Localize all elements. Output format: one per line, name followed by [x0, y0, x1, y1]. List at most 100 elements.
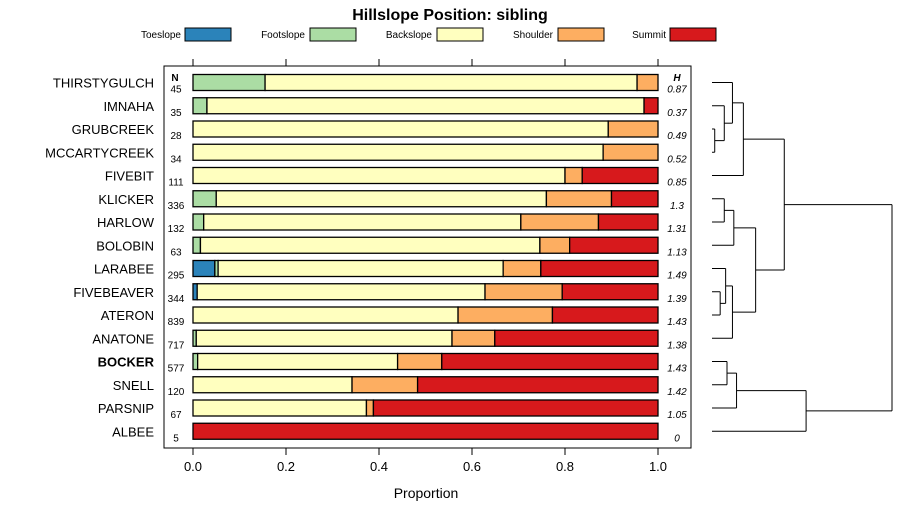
row-h-value: 1.43	[667, 317, 687, 328]
row-label: MCCARTYCREEK	[45, 145, 154, 160]
bar-segment-shoulder	[451, 329, 496, 347]
bar-segment-shoulder	[484, 283, 563, 301]
chart-title: Hillslope Position: sibling	[352, 7, 548, 24]
bar-segment-shoulder	[636, 73, 659, 92]
x-tick-label: 0.2	[277, 459, 295, 474]
row-h-value: 1.42	[667, 387, 687, 398]
bar-segment-shoulder	[502, 259, 542, 278]
row-label: FIVEBIT	[105, 169, 154, 184]
row-h-value: 0.37	[667, 108, 687, 119]
bar-segment-footslope	[192, 190, 217, 208]
row-h-value: 1.43	[667, 364, 687, 375]
row-label: BOCKER	[98, 355, 155, 370]
legend-label-summit: Summit	[632, 30, 666, 41]
legend-label-footslope: Footslope	[261, 30, 305, 41]
bar-segment-backslope	[199, 236, 541, 254]
row-label: IMNAHA	[103, 99, 154, 114]
h-column-header: H	[673, 73, 681, 84]
row-n-value: 35	[170, 108, 182, 119]
bar-segment-backslope	[196, 352, 399, 371]
row-h-value: 1.3	[670, 201, 684, 212]
bar-segment-footslope	[192, 97, 208, 115]
bar-segment-backslope	[195, 329, 453, 347]
bar-segment-shoulder	[457, 306, 554, 324]
row-label: THIRSTYGULCH	[53, 76, 154, 91]
bar-segment-backslope	[192, 399, 368, 417]
bar-segment-summit	[610, 190, 659, 208]
row-label: LARABEE	[94, 262, 154, 277]
bar-segment-backslope	[192, 166, 566, 185]
bar-segment-summit	[192, 422, 659, 440]
row-h-value: 0.87	[667, 85, 687, 96]
x-axis: 0.0 0.2 0.4 0.6 0.8 1.0	[184, 59, 667, 474]
row-label: HARLOW	[97, 215, 155, 230]
row-n-value: 336	[168, 201, 185, 212]
bar-segment-backslope	[192, 143, 604, 161]
legend-swatch-backslope	[436, 27, 484, 42]
row-h-value: 1.38	[667, 340, 687, 351]
row-n-value: 344	[168, 294, 185, 305]
bar-segment-summit	[540, 259, 659, 278]
x-tick-label: 0.0	[184, 459, 202, 474]
legend-label-toeslope: Toeslope	[141, 30, 181, 41]
bar-segment-summit	[561, 283, 659, 301]
bar-segment-summit	[372, 399, 659, 417]
bar-segment-backslope	[206, 97, 645, 115]
legend-label-backslope: Backslope	[386, 30, 433, 41]
row-n-value: 577	[168, 364, 185, 375]
x-tick-label: 1.0	[649, 459, 667, 474]
row-h-value: 0.85	[667, 178, 687, 189]
bar-segment-summit	[643, 97, 659, 115]
bar-segment-shoulder	[539, 236, 571, 254]
row-h-value: 0.52	[667, 154, 687, 165]
bar-segment-footslope	[192, 352, 199, 371]
bar-segment-summit	[569, 236, 659, 254]
row-n-value: 111	[168, 178, 184, 189]
legend-swatch-shoulder	[557, 27, 605, 42]
bar-segment-footslope	[192, 236, 202, 254]
row-label: SNELL	[113, 378, 154, 393]
bar-segment-summit	[441, 352, 659, 371]
row-n-value: 28	[170, 131, 182, 142]
row-label: GRUBCREEK	[72, 122, 155, 137]
row-h-value: 0	[674, 433, 680, 444]
legend-label-shoulder: Shoulder	[513, 30, 554, 41]
row-n-value: 717	[168, 340, 185, 351]
row-n-value: 132	[168, 224, 185, 235]
bar-segment-summit	[416, 376, 659, 394]
bar-segment-backslope	[196, 283, 486, 301]
legend-swatch-summit	[669, 27, 717, 42]
bar-segment-summit	[597, 213, 659, 231]
legend: Toeslope Footslope Backslope Shoulder Summit	[141, 27, 717, 42]
bar-segment-backslope	[192, 306, 459, 324]
bar-segment-summit	[551, 306, 659, 324]
bar-segment-toeslope	[192, 259, 216, 278]
row-label: KLICKER	[98, 192, 154, 207]
row-n-value: 63	[170, 247, 182, 258]
row-label: ANATONE	[92, 331, 154, 346]
bar-segment-summit	[581, 166, 659, 185]
plot-frame	[163, 65, 692, 449]
row-n-value: 120	[168, 387, 185, 398]
bar-segment-backslope	[217, 259, 504, 278]
bar-segment-backslope	[215, 190, 548, 208]
legend-swatch-footslope	[309, 27, 357, 42]
bar-segment-footslope	[192, 213, 205, 231]
x-tick-label: 0.8	[556, 459, 574, 474]
x-tick-label: 0.4	[370, 459, 388, 474]
row-h-value: 0.49	[667, 131, 687, 142]
bar-segment-shoulder	[365, 399, 375, 417]
row-label: BOLOBIN	[96, 238, 154, 253]
bar-segment-shoulder	[520, 213, 600, 231]
row-n-value: 67	[170, 410, 182, 421]
row-label: ATERON	[101, 308, 154, 323]
bar-segment-summit	[494, 329, 659, 347]
bar-segment-shoulder	[396, 352, 443, 371]
row-n-value: 45	[170, 85, 182, 96]
bar-segment-backslope	[203, 213, 522, 231]
bar-segment-shoulder	[545, 190, 613, 208]
row-label: ALBEE	[112, 424, 154, 439]
row-n-value: 295	[168, 271, 185, 282]
x-axis-label: Proportion	[394, 485, 459, 501]
